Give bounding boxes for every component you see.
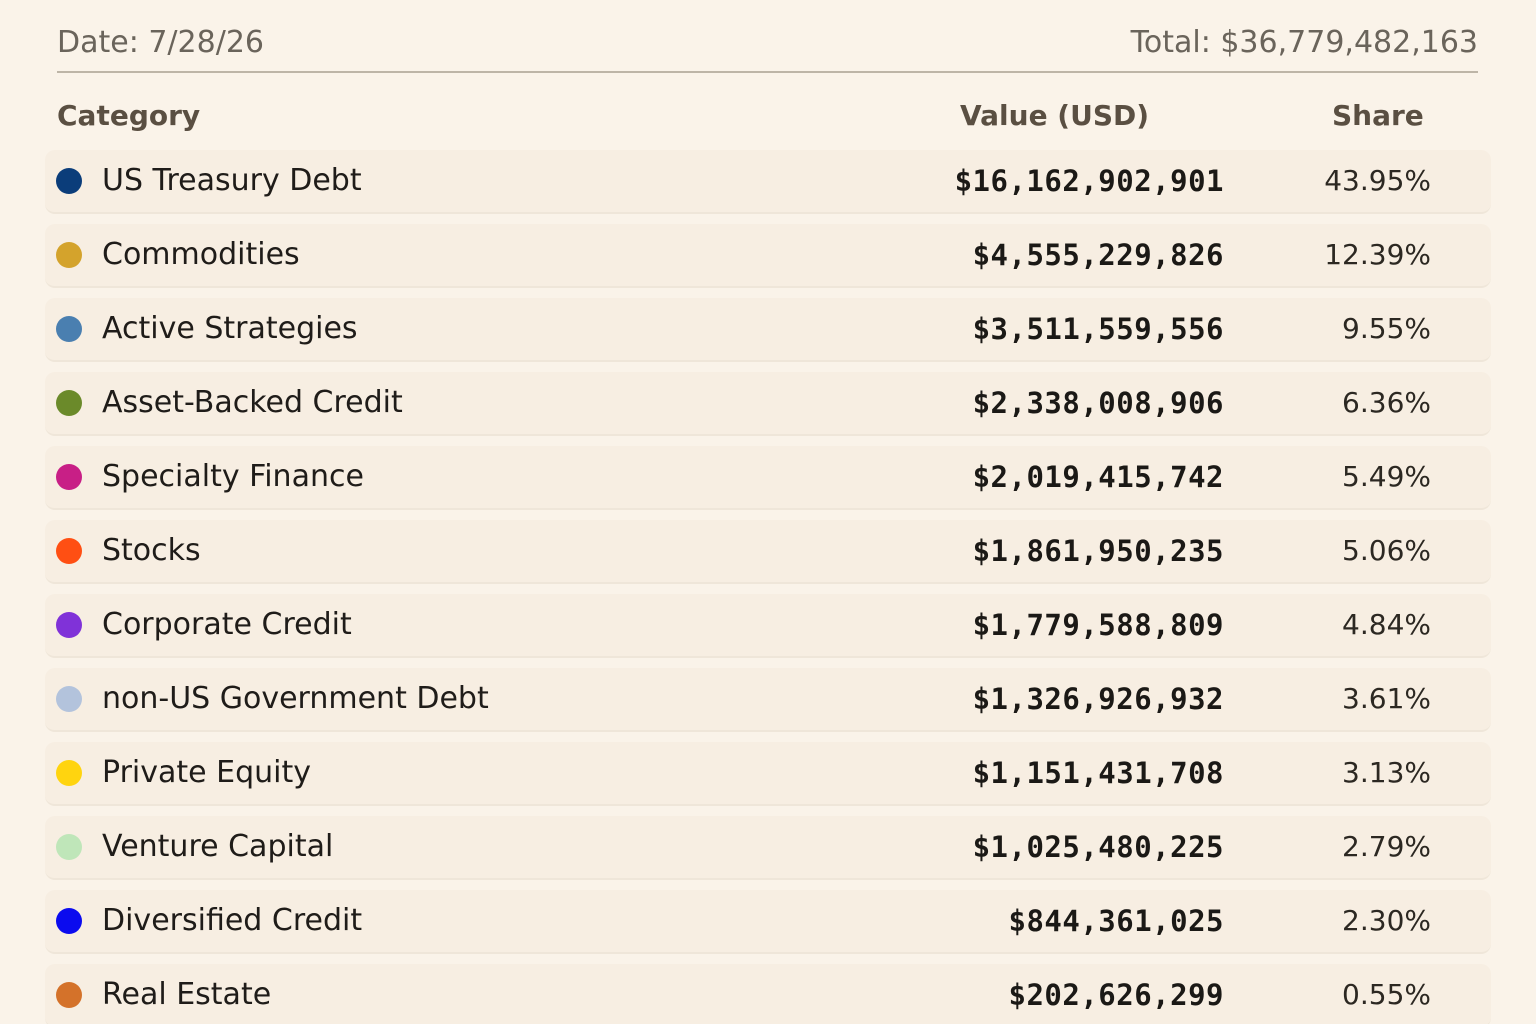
share-percent: 43.95% [1324,164,1431,197]
share-percent: 0.55% [1342,978,1431,1011]
value-usd: $844,361,025 [1008,904,1224,938]
category-name: Active Strategies [102,311,358,346]
value-usd: $202,626,299 [1008,978,1224,1012]
value-usd: $3,511,559,556 [972,312,1224,346]
table-row: Commodities $4,555,229,826 12.39% [45,224,1491,288]
share-percent: 6.36% [1342,386,1431,419]
category-name: US Treasury Debt [102,163,362,198]
value-usd: $1,025,480,225 [972,830,1224,864]
category-color-dot-icon [56,390,82,416]
share-percent: 3.13% [1342,756,1431,789]
category-color-dot-icon [56,760,82,786]
category-name: Asset-Backed Credit [102,385,403,420]
value-usd: $16,162,902,901 [954,164,1224,198]
category-name: Specialty Finance [102,459,364,494]
allocation-table: US Treasury Debt $16,162,902,901 43.95% Com… [45,150,1491,1024]
column-header-category: Category [57,99,201,132]
table-row: US Treasury Debt $16,162,902,901 43.95% [45,150,1491,214]
share-percent: 2.79% [1342,830,1431,863]
table-row: Diversified Credit $844,361,025 2.30% [45,890,1491,954]
table-row: Active Strategies $3,511,559,556 9.55% [45,298,1491,362]
category-color-dot-icon [56,982,82,1008]
table-row: Specialty Finance $2,019,415,742 5.49% [45,446,1491,510]
category-name: Venture Capital [102,829,334,864]
date-label: Date: 7/28/26 [57,25,264,60]
share-percent: 5.06% [1342,534,1431,567]
share-percent: 4.84% [1342,608,1431,641]
category-color-dot-icon [56,612,82,638]
category-name: non-US Government Debt [102,681,489,716]
category-name: Stocks [102,533,201,568]
value-usd: $2,019,415,742 [972,460,1224,494]
table-row: Stocks $1,861,950,235 5.06% [45,520,1491,584]
value-usd: $2,338,008,906 [972,386,1224,420]
share-percent: 2.30% [1342,904,1431,937]
category-color-dot-icon [56,316,82,342]
value-usd: $1,861,950,235 [972,534,1224,568]
share-percent: 3.61% [1342,682,1431,715]
category-color-dot-icon [56,538,82,564]
category-color-dot-icon [56,686,82,712]
category-name: Real Estate [102,977,272,1012]
column-header-value: Value (USD) [960,99,1150,132]
category-name: Commodities [102,237,300,272]
table-row: Asset-Backed Credit $2,338,008,906 6.36% [45,372,1491,436]
category-color-dot-icon [56,242,82,268]
category-color-dot-icon [56,168,82,194]
table-row: Corporate Credit $1,779,588,809 4.84% [45,594,1491,658]
total-label: Total: $36,779,482,163 [1130,25,1478,60]
table-row: Real Estate $202,626,299 0.55% [45,964,1491,1024]
value-usd: $4,555,229,826 [972,238,1224,272]
table-row: non-US Government Debt $1,326,926,932 3.61… [45,668,1491,732]
table-row: Venture Capital $1,025,480,225 2.79% [45,816,1491,880]
share-percent: 9.55% [1342,312,1431,345]
category-color-dot-icon [56,834,82,860]
category-name: Corporate Credit [102,607,352,642]
category-name: Diversified Credit [102,903,363,938]
share-percent: 12.39% [1324,238,1431,271]
column-header-share: Share [1332,99,1424,132]
value-usd: $1,779,588,809 [972,608,1224,642]
category-color-dot-icon [56,908,82,934]
category-color-dot-icon [56,464,82,490]
category-name: Private Equity [102,755,311,790]
value-usd: $1,326,926,932 [972,682,1224,716]
summary-header: Date: 7/28/26 Total: $36,779,482,163 [57,14,1478,73]
value-usd: $1,151,431,708 [972,756,1224,790]
table-row: Private Equity $1,151,431,708 3.13% [45,742,1491,806]
share-percent: 5.49% [1342,460,1431,493]
